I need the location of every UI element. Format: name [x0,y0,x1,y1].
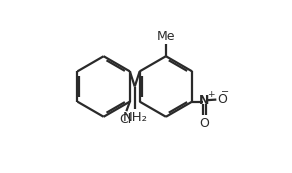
Text: O: O [218,93,227,106]
Text: O: O [199,117,209,130]
Text: +: + [207,89,215,99]
Text: Cl: Cl [119,113,132,126]
Text: −: − [221,87,229,97]
Text: NH₂: NH₂ [122,111,147,124]
Text: Me: Me [157,30,175,43]
Text: N: N [199,94,209,107]
